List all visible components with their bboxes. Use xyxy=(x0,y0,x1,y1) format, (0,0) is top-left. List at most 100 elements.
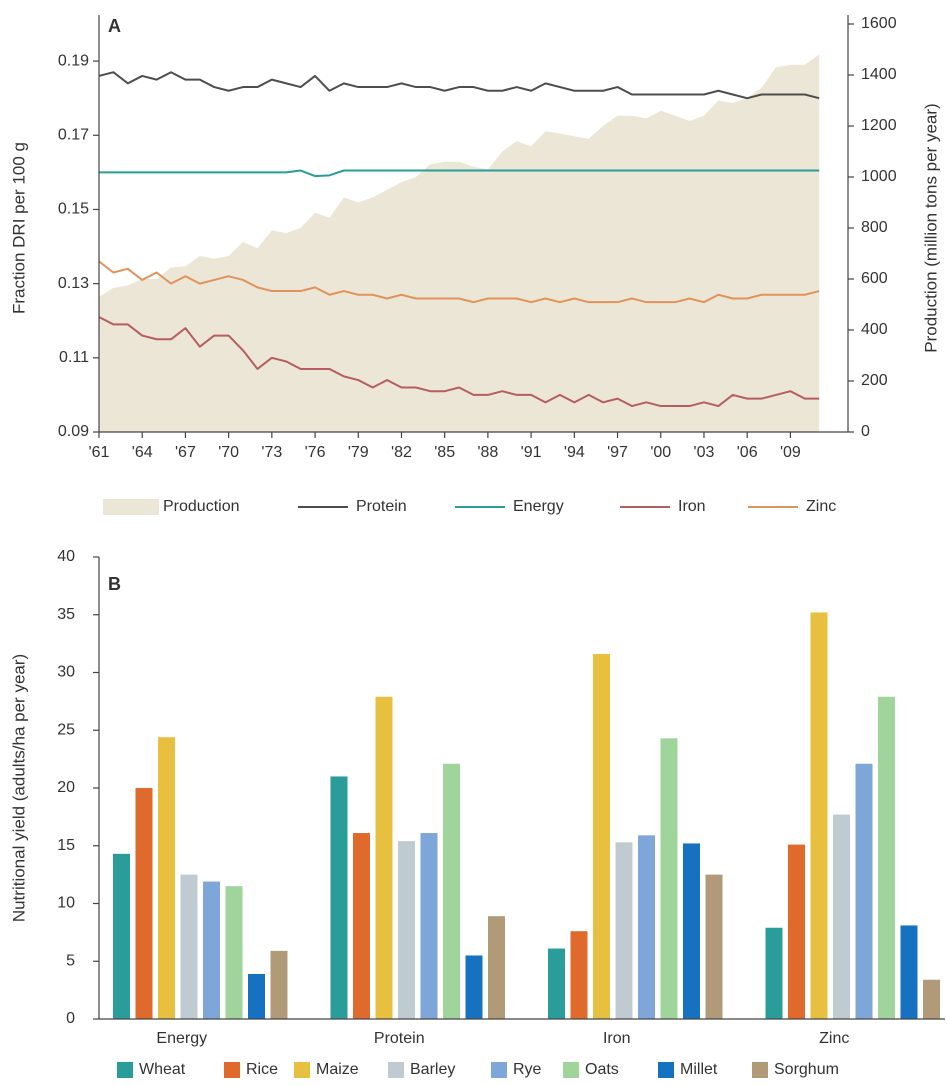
legend-swatch xyxy=(563,1062,579,1078)
bar xyxy=(660,738,678,1019)
bar xyxy=(225,886,243,1019)
y2-tick-label: 0 xyxy=(861,423,870,440)
x-tick-label: '64 xyxy=(132,444,153,461)
x-tick-label: '03 xyxy=(694,444,715,461)
bar xyxy=(248,973,265,1019)
legend-swatch xyxy=(224,1062,240,1078)
y-tick-label: 35 xyxy=(57,606,75,623)
y-tick-label: 0.15 xyxy=(58,201,89,218)
bar xyxy=(443,763,460,1019)
series-line xyxy=(98,316,820,408)
legend-label: Oats xyxy=(585,1061,619,1078)
bar xyxy=(570,931,588,1019)
bar xyxy=(465,955,483,1019)
x-tick-label: '06 xyxy=(737,444,758,461)
x-tick-label: '79 xyxy=(348,444,369,461)
x-tick-label: '82 xyxy=(391,444,412,461)
bar xyxy=(420,833,438,1019)
legend-swatch xyxy=(491,1062,507,1078)
y2-tick-label: 1200 xyxy=(861,117,897,134)
legend-label: Rice xyxy=(246,1061,278,1078)
x-tick-label: '94 xyxy=(564,444,585,461)
legend-swatch xyxy=(103,499,159,515)
y-tick-label: 10 xyxy=(57,895,75,912)
y2-tick-label: 600 xyxy=(861,270,888,287)
y2-axis-title: Production (million tons per year) xyxy=(921,103,940,352)
y2-tick-label: 800 xyxy=(861,219,888,236)
legend-swatch xyxy=(658,1062,674,1078)
bar xyxy=(330,776,348,1019)
x-tick-label: '85 xyxy=(434,444,455,461)
x-tick-label: '73 xyxy=(261,444,282,461)
bar xyxy=(810,612,828,1019)
y-tick-label: 25 xyxy=(57,721,75,738)
bar xyxy=(705,874,723,1019)
y2-tick-label: 400 xyxy=(861,321,888,338)
x-tick-label: '00 xyxy=(650,444,671,461)
bar xyxy=(180,874,198,1019)
bar xyxy=(878,696,895,1019)
legend-swatch xyxy=(388,1062,404,1078)
production-area xyxy=(99,54,820,432)
bar xyxy=(833,814,850,1019)
y-tick-label: 0.17 xyxy=(58,126,89,143)
y-tick-label: 40 xyxy=(57,548,75,565)
bar xyxy=(593,654,610,1019)
y2-tick-label: 200 xyxy=(861,372,888,389)
legend-label: Millet xyxy=(680,1061,718,1078)
y-axis-title: Nutritional yield (adults/ha per year) xyxy=(9,654,28,922)
legend-label: Iron xyxy=(678,498,706,515)
y-tick-label: 0.19 xyxy=(58,52,89,69)
y2-tick-label: 1000 xyxy=(861,168,897,185)
bar xyxy=(855,763,873,1019)
y2-tick-label: 1400 xyxy=(861,66,897,83)
series-line xyxy=(98,260,820,304)
y-tick-label: 5 xyxy=(66,952,75,969)
series-line xyxy=(98,71,820,100)
x-tick-label: '61 xyxy=(89,444,110,461)
legend-label: Maize xyxy=(316,1061,359,1078)
legend-label: Energy xyxy=(513,498,564,515)
bar xyxy=(398,841,415,1019)
panel-label: B xyxy=(108,574,121,594)
bar xyxy=(548,948,565,1019)
x-tick-label: '70 xyxy=(218,444,239,461)
x-tick-label: Iron xyxy=(603,1030,631,1047)
x-tick-label: Energy xyxy=(156,1030,207,1047)
y-axis-title: Fraction DRI per 100 g xyxy=(9,142,28,314)
bar xyxy=(113,853,130,1019)
y-tick-label: 15 xyxy=(57,837,75,854)
y-tick-label: 30 xyxy=(57,664,75,681)
x-tick-label: '09 xyxy=(780,444,801,461)
panel-label: A xyxy=(108,16,121,36)
x-tick-label: '91 xyxy=(521,444,542,461)
bar xyxy=(615,842,633,1019)
bar xyxy=(353,833,370,1019)
y-tick-label: 20 xyxy=(57,779,75,796)
bar xyxy=(788,844,805,1019)
bar xyxy=(765,927,783,1019)
bar xyxy=(270,950,288,1019)
legend-label: Wheat xyxy=(139,1061,186,1078)
bar xyxy=(203,881,220,1019)
y-tick-label: 0.13 xyxy=(58,275,89,292)
legend-label: Zinc xyxy=(806,498,836,515)
legend-swatch xyxy=(294,1062,310,1078)
legend-swatch xyxy=(117,1062,133,1078)
bar xyxy=(375,696,393,1019)
legend-swatch xyxy=(752,1062,768,1078)
bar xyxy=(900,925,918,1019)
bar xyxy=(683,843,700,1019)
bar xyxy=(923,979,940,1019)
legend-label: Production xyxy=(163,498,240,515)
bar xyxy=(158,737,175,1019)
y2-tick-label: 1600 xyxy=(861,15,897,32)
x-tick-label: '88 xyxy=(477,444,498,461)
y-tick-label: 0 xyxy=(66,1010,75,1027)
legend-label: Barley xyxy=(410,1061,455,1078)
bar xyxy=(488,916,505,1019)
bar xyxy=(135,788,153,1019)
x-tick-label: Protein xyxy=(374,1030,425,1047)
legend-label: Rye xyxy=(513,1061,542,1078)
